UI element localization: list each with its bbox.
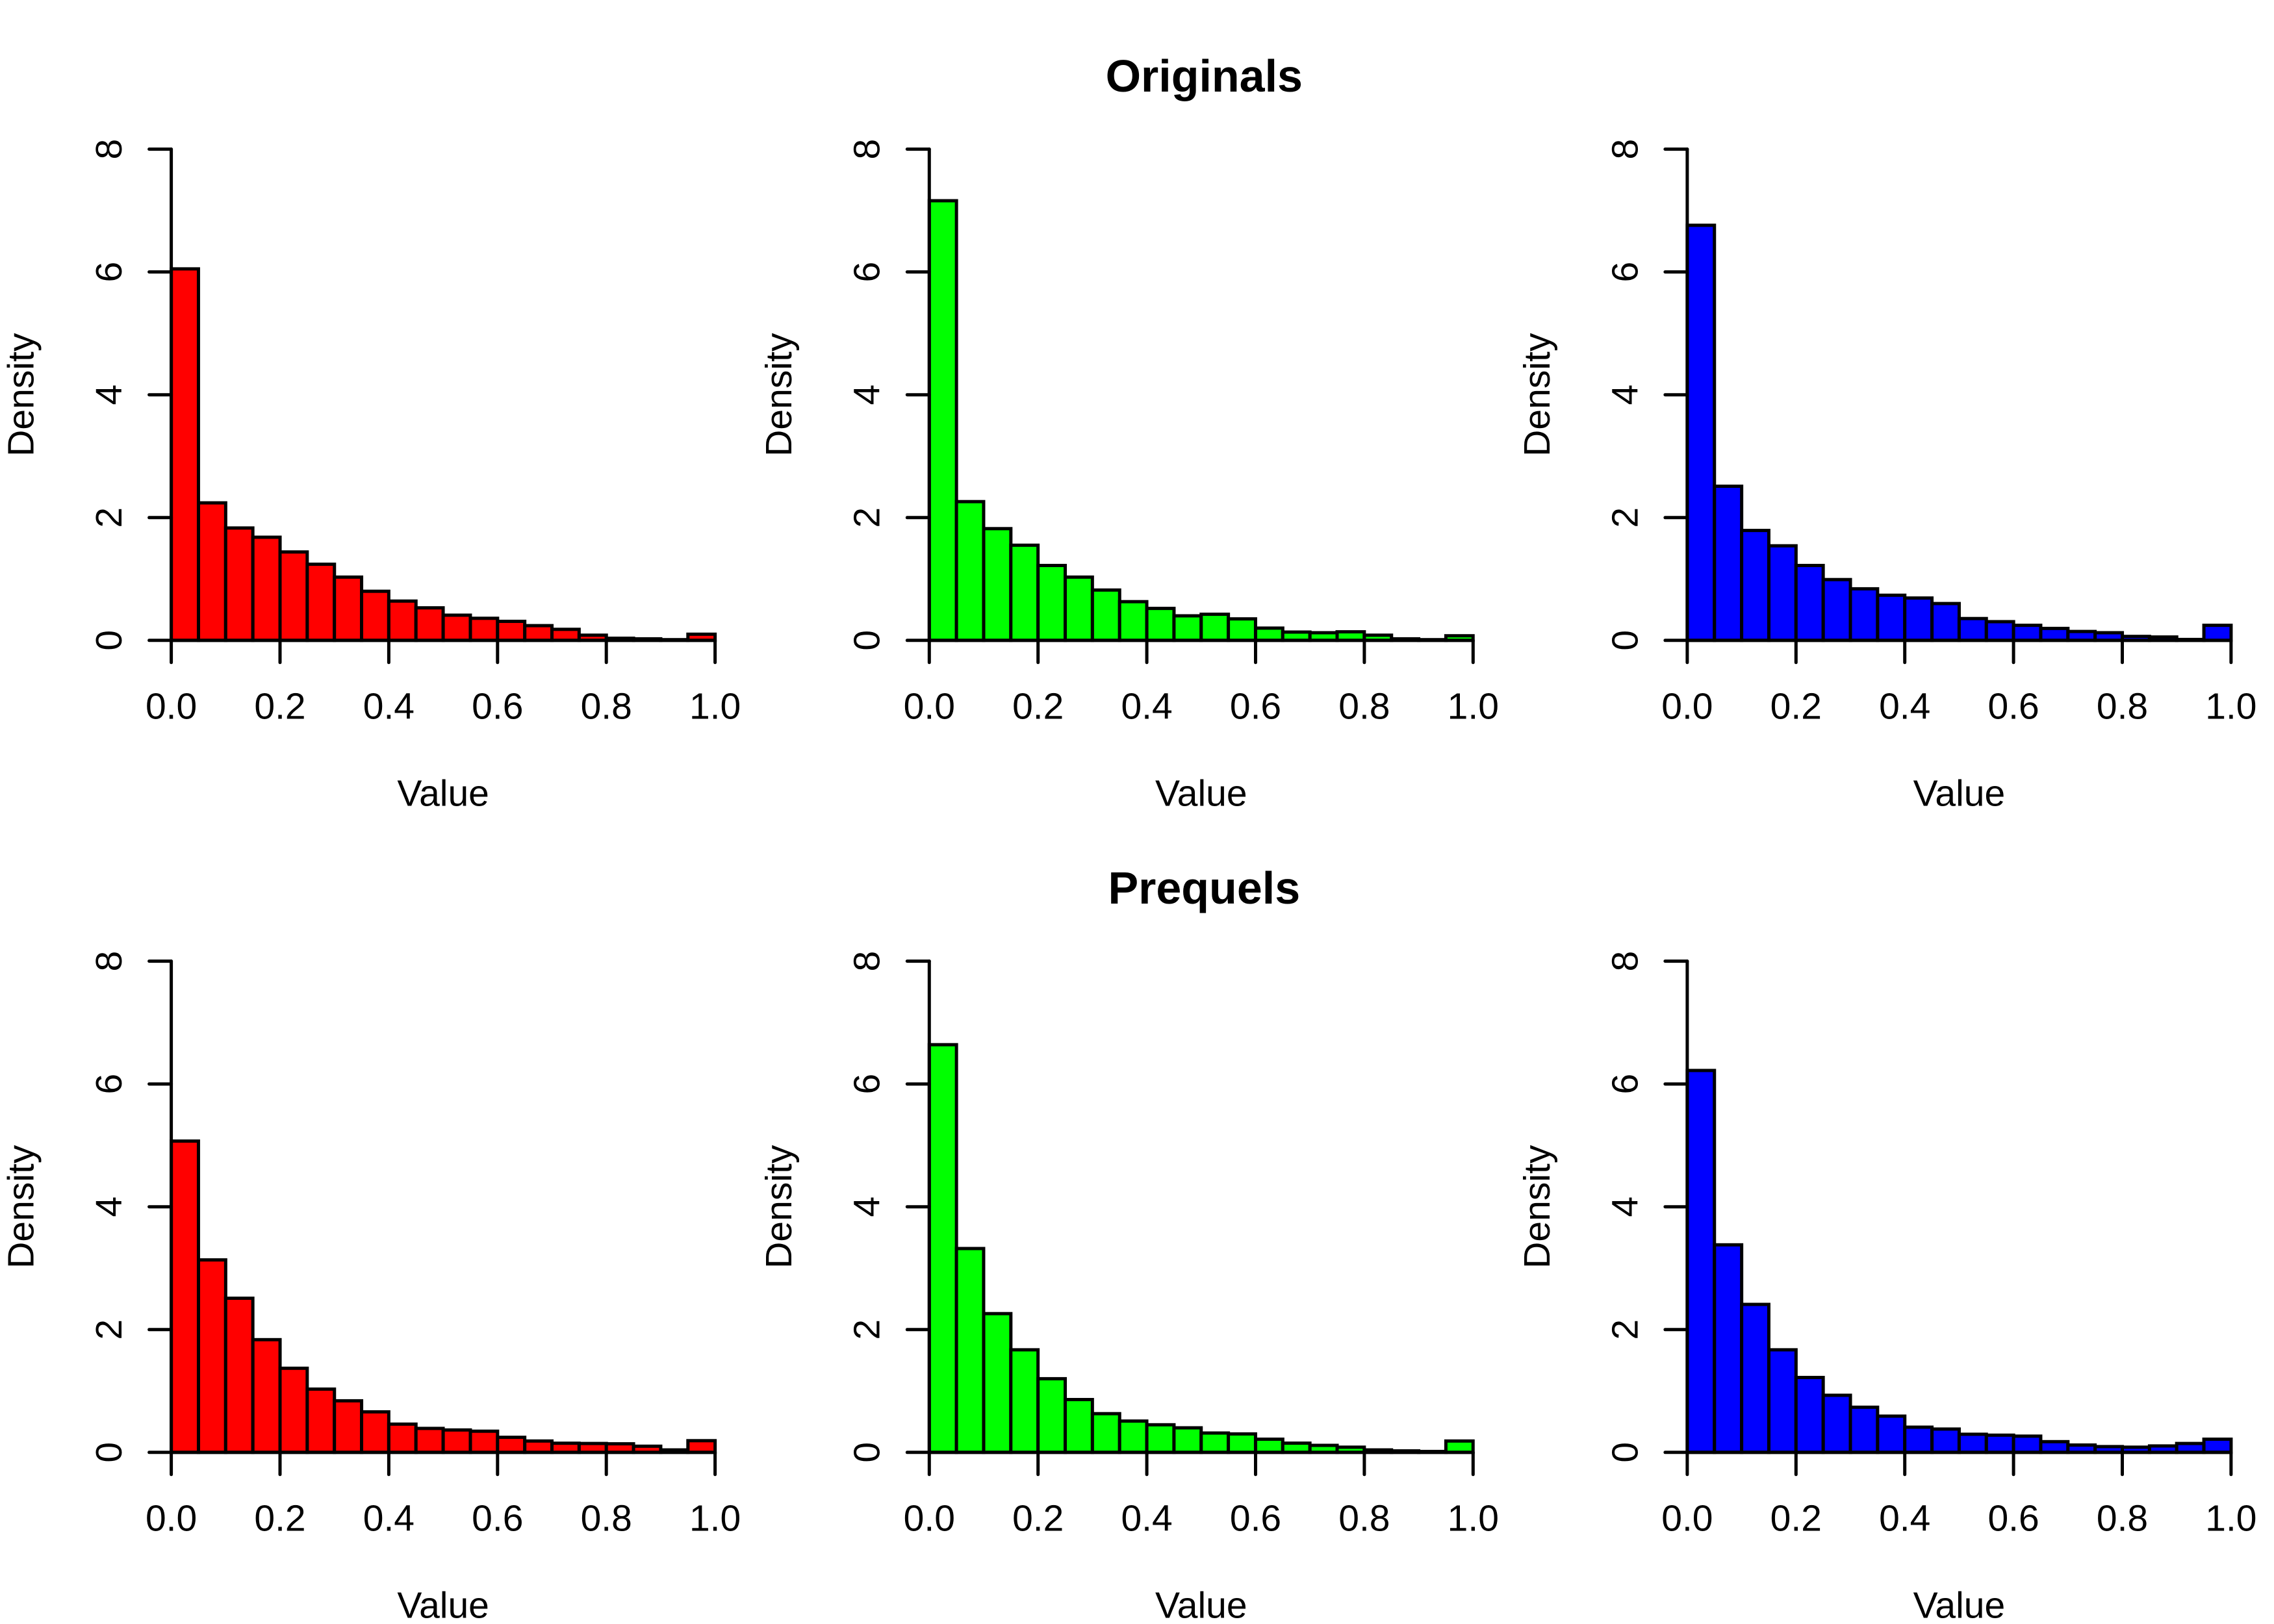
svg-text:0.8: 0.8 [2097,1498,2148,1540]
svg-text:Prequels: Prequels [1108,863,1300,913]
svg-text:0.2: 0.2 [1770,686,1822,728]
svg-text:0.8: 0.8 [2097,686,2148,728]
svg-text:Value: Value [1155,1585,1247,1624]
svg-text:0.4: 0.4 [363,1498,415,1540]
svg-text:6: 6 [1604,1074,1646,1095]
svg-text:0.4: 0.4 [1879,686,1930,728]
svg-text:0.0: 0.0 [904,686,955,728]
svg-text:8: 8 [88,951,130,972]
svg-text:4: 4 [847,1197,888,1217]
svg-text:1.0: 1.0 [2205,1498,2256,1540]
svg-text:0.8: 0.8 [581,1498,632,1540]
svg-text:4: 4 [1604,1197,1646,1217]
svg-text:8: 8 [847,951,888,972]
svg-text:0.6: 0.6 [1987,686,2039,728]
svg-text:0.2: 0.2 [1012,686,1064,728]
svg-text:1.0: 1.0 [1448,686,1499,728]
svg-text:0.0: 0.0 [1661,686,1713,728]
svg-text:1.0: 1.0 [1448,1498,1499,1540]
svg-text:Originals: Originals [1106,51,1303,101]
svg-text:0.6: 0.6 [472,1498,523,1540]
svg-text:0.4: 0.4 [1121,686,1172,728]
svg-text:0: 0 [1604,630,1646,651]
svg-text:8: 8 [1604,951,1646,972]
svg-text:1.0: 1.0 [689,686,741,728]
svg-text:0: 0 [88,630,130,651]
svg-text:0.6: 0.6 [1987,1498,2039,1540]
svg-text:0: 0 [88,1442,130,1463]
svg-text:2: 2 [1604,1319,1646,1340]
svg-text:6: 6 [847,262,888,283]
svg-text:1.0: 1.0 [689,1498,741,1540]
svg-text:0.0: 0.0 [146,1498,197,1540]
svg-text:Value: Value [1155,773,1247,815]
svg-text:0.0: 0.0 [1661,1498,1713,1540]
svg-text:Value: Value [1913,1585,2006,1624]
svg-text:Density: Density [1,1145,42,1269]
svg-text:0.4: 0.4 [1121,1498,1172,1540]
svg-text:Density: Density [1516,1145,1558,1269]
svg-text:4: 4 [88,385,130,405]
svg-text:4: 4 [847,385,888,405]
svg-text:2: 2 [847,1319,888,1340]
svg-text:0.0: 0.0 [904,1498,955,1540]
svg-text:0.4: 0.4 [363,686,415,728]
svg-text:0.2: 0.2 [1012,1498,1064,1540]
svg-text:8: 8 [847,139,888,160]
svg-text:2: 2 [88,507,130,528]
svg-text:4: 4 [1604,385,1646,405]
svg-text:0.8: 0.8 [1338,1498,1390,1540]
svg-text:0: 0 [847,1442,888,1463]
svg-text:0.6: 0.6 [1230,686,1281,728]
svg-text:Density: Density [1,333,42,457]
svg-text:8: 8 [1604,139,1646,160]
svg-text:6: 6 [847,1074,888,1095]
svg-text:0.6: 0.6 [1230,1498,1281,1540]
svg-text:Density: Density [758,333,800,457]
svg-text:2: 2 [88,1319,130,1340]
svg-text:0: 0 [847,630,888,651]
svg-text:0.4: 0.4 [1879,1498,1930,1540]
svg-text:0.8: 0.8 [1338,686,1390,728]
svg-text:Density: Density [758,1145,800,1269]
svg-text:0.2: 0.2 [1770,1498,1822,1540]
svg-text:6: 6 [1604,262,1646,283]
svg-text:0: 0 [1604,1442,1646,1463]
svg-text:0.2: 0.2 [254,686,305,728]
svg-text:8: 8 [88,139,130,160]
svg-text:6: 6 [88,262,130,283]
svg-text:Value: Value [1913,773,2006,815]
svg-text:0.0: 0.0 [146,686,197,728]
svg-text:Density: Density [1516,333,1558,457]
svg-text:2: 2 [847,507,888,528]
svg-text:Value: Value [397,1585,489,1624]
svg-text:6: 6 [88,1074,130,1095]
svg-text:4: 4 [88,1197,130,1217]
svg-text:2: 2 [1604,507,1646,528]
svg-text:0.6: 0.6 [472,686,523,728]
svg-text:Value: Value [397,773,489,815]
svg-text:0.8: 0.8 [581,686,632,728]
svg-text:1.0: 1.0 [2205,686,2256,728]
svg-text:0.2: 0.2 [254,1498,305,1540]
